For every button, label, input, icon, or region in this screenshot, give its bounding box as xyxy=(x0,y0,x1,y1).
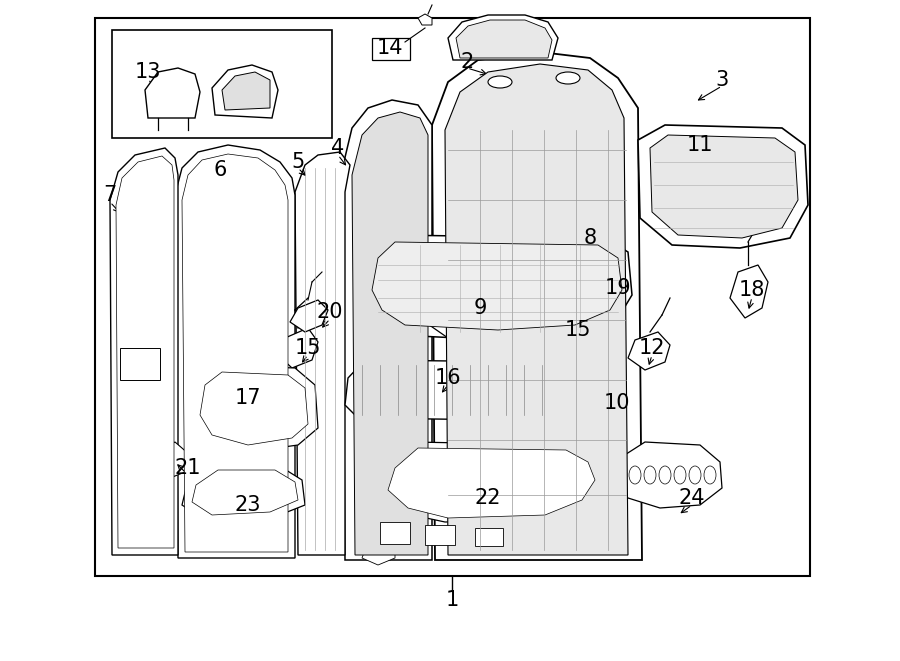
Text: 10: 10 xyxy=(604,393,630,413)
Polygon shape xyxy=(222,72,270,110)
Bar xyxy=(372,38,410,60)
Polygon shape xyxy=(448,15,558,60)
Text: 11: 11 xyxy=(687,135,713,155)
Polygon shape xyxy=(145,68,200,118)
Bar xyxy=(380,522,410,544)
Polygon shape xyxy=(425,295,535,338)
Polygon shape xyxy=(552,308,595,352)
Polygon shape xyxy=(290,300,328,332)
Polygon shape xyxy=(192,470,298,515)
Polygon shape xyxy=(362,535,395,565)
Polygon shape xyxy=(572,272,612,312)
Polygon shape xyxy=(116,156,174,548)
Text: 3: 3 xyxy=(716,70,729,90)
Polygon shape xyxy=(650,135,798,238)
Polygon shape xyxy=(175,145,295,558)
Polygon shape xyxy=(200,372,308,445)
Polygon shape xyxy=(388,448,595,518)
Text: 6: 6 xyxy=(213,160,227,180)
Text: 15: 15 xyxy=(565,320,591,340)
Text: 16: 16 xyxy=(435,368,462,388)
Text: 1: 1 xyxy=(446,590,459,610)
Polygon shape xyxy=(182,154,288,552)
Polygon shape xyxy=(612,442,722,508)
Polygon shape xyxy=(212,65,278,118)
Text: 22: 22 xyxy=(475,488,501,508)
Polygon shape xyxy=(362,235,632,340)
Text: 7: 7 xyxy=(104,185,117,205)
Ellipse shape xyxy=(704,466,716,484)
Ellipse shape xyxy=(629,466,641,484)
Bar xyxy=(95,18,810,576)
Polygon shape xyxy=(628,332,670,370)
Text: 19: 19 xyxy=(605,278,631,298)
Text: 15: 15 xyxy=(295,338,321,358)
Text: 4: 4 xyxy=(331,138,345,158)
Bar xyxy=(425,525,455,545)
Text: 12: 12 xyxy=(639,338,665,358)
Ellipse shape xyxy=(644,466,656,484)
Text: 21: 21 xyxy=(175,458,202,478)
Text: 23: 23 xyxy=(235,495,261,515)
Polygon shape xyxy=(372,242,622,330)
Polygon shape xyxy=(432,52,642,560)
Polygon shape xyxy=(295,152,350,555)
Text: 5: 5 xyxy=(292,152,304,172)
Text: 9: 9 xyxy=(473,298,487,318)
Polygon shape xyxy=(378,442,605,522)
Ellipse shape xyxy=(689,466,701,484)
Polygon shape xyxy=(278,328,318,368)
Text: 18: 18 xyxy=(739,280,765,300)
Ellipse shape xyxy=(674,466,686,484)
Polygon shape xyxy=(192,365,318,452)
Ellipse shape xyxy=(556,72,580,84)
Polygon shape xyxy=(352,112,428,555)
Polygon shape xyxy=(638,125,808,248)
Text: 2: 2 xyxy=(461,52,473,72)
Bar xyxy=(475,528,503,546)
Polygon shape xyxy=(182,465,305,520)
Text: 14: 14 xyxy=(377,38,403,58)
Polygon shape xyxy=(345,360,558,420)
Polygon shape xyxy=(445,64,628,555)
Ellipse shape xyxy=(488,76,512,88)
Polygon shape xyxy=(148,442,190,480)
Polygon shape xyxy=(342,100,432,560)
Bar xyxy=(120,348,160,380)
Text: 8: 8 xyxy=(583,228,597,248)
Text: 20: 20 xyxy=(317,302,343,322)
Polygon shape xyxy=(548,388,608,425)
Polygon shape xyxy=(730,265,768,318)
Text: 24: 24 xyxy=(679,488,706,508)
Polygon shape xyxy=(110,148,178,555)
Polygon shape xyxy=(456,20,552,58)
Bar xyxy=(112,30,332,138)
Polygon shape xyxy=(418,14,432,25)
Ellipse shape xyxy=(659,466,671,484)
Text: 13: 13 xyxy=(135,62,161,82)
Text: 17: 17 xyxy=(235,388,261,408)
